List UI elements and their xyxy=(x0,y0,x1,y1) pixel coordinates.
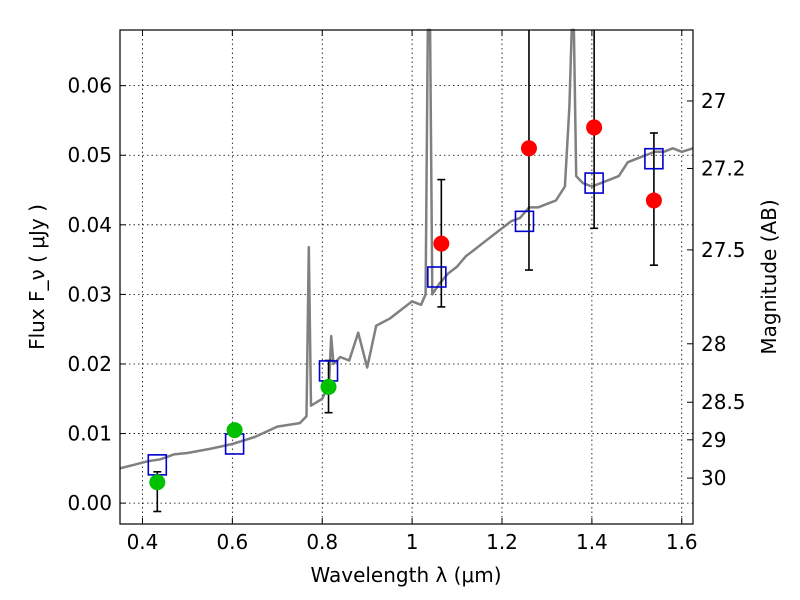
y-tick-label: 0.01 xyxy=(67,422,112,446)
errorbar-layer xyxy=(153,30,658,513)
marker-layer xyxy=(147,119,664,491)
y-tick-label: 0.05 xyxy=(67,143,112,167)
model-photometry-square xyxy=(427,266,447,288)
x-tick-label: 0.8 xyxy=(306,530,338,554)
tick-layer: 0.4 0.6 0.8 1 1.2 1.4 1.6 0.00 0.01 0.02 0.03 0.04 0… xyxy=(67,30,746,554)
right-tick-label: 29 xyxy=(701,428,726,452)
plot-frame xyxy=(119,29,694,525)
observed-flux-point xyxy=(645,192,662,209)
x-tick-label: 0.6 xyxy=(216,530,248,554)
spectrum-layer xyxy=(119,28,694,470)
observed-flux-point xyxy=(586,119,603,136)
right-tick-label: 27.2 xyxy=(701,156,746,180)
model-spectrum-line xyxy=(119,28,694,470)
right-tick-label: 27 xyxy=(701,89,726,113)
observed-flux-point xyxy=(226,422,243,439)
x-tick-label: 0.4 xyxy=(127,530,159,554)
x-axis-label: Wavelength λ (μm) xyxy=(310,563,501,587)
y-tick-label: 0.04 xyxy=(67,213,112,237)
right-tick-label: 30 xyxy=(701,466,726,490)
x-tick-label: 1.6 xyxy=(666,530,698,554)
x-tick-label: 1.2 xyxy=(486,530,518,554)
y-tick-label: 0.00 xyxy=(67,491,112,515)
observed-flux-point xyxy=(320,378,337,395)
right-tick-label: 28.5 xyxy=(701,390,746,414)
x-tick-label: 1.4 xyxy=(576,530,608,554)
observed-flux-point xyxy=(520,140,537,157)
y-tick-label: 0.03 xyxy=(67,282,112,306)
observed-flux-point xyxy=(149,474,166,491)
y-tick-label: 0.06 xyxy=(67,74,112,98)
y-axis-label: Flux F_ν ( μJy ) xyxy=(25,204,49,350)
right-axis-label-text: Magnitude (AB) xyxy=(757,199,781,354)
y-axis-label-text: Flux F_ν ( μJy ) xyxy=(25,204,49,350)
model-photometry-square xyxy=(514,210,535,233)
y-tick-label: 0.02 xyxy=(67,352,112,376)
right-tick-label: 27.5 xyxy=(701,238,746,262)
x-tick-label: 1 xyxy=(406,530,419,554)
model-photometry-square xyxy=(584,172,604,194)
observed-flux-point xyxy=(433,235,450,252)
x-axis-label-text: Wavelength λ (μm) xyxy=(310,563,501,587)
right-axis-label: Magnitude (AB) xyxy=(757,199,781,354)
model-photometry-square xyxy=(644,147,664,170)
grid xyxy=(120,30,693,524)
right-tick-label: 28 xyxy=(701,332,726,356)
